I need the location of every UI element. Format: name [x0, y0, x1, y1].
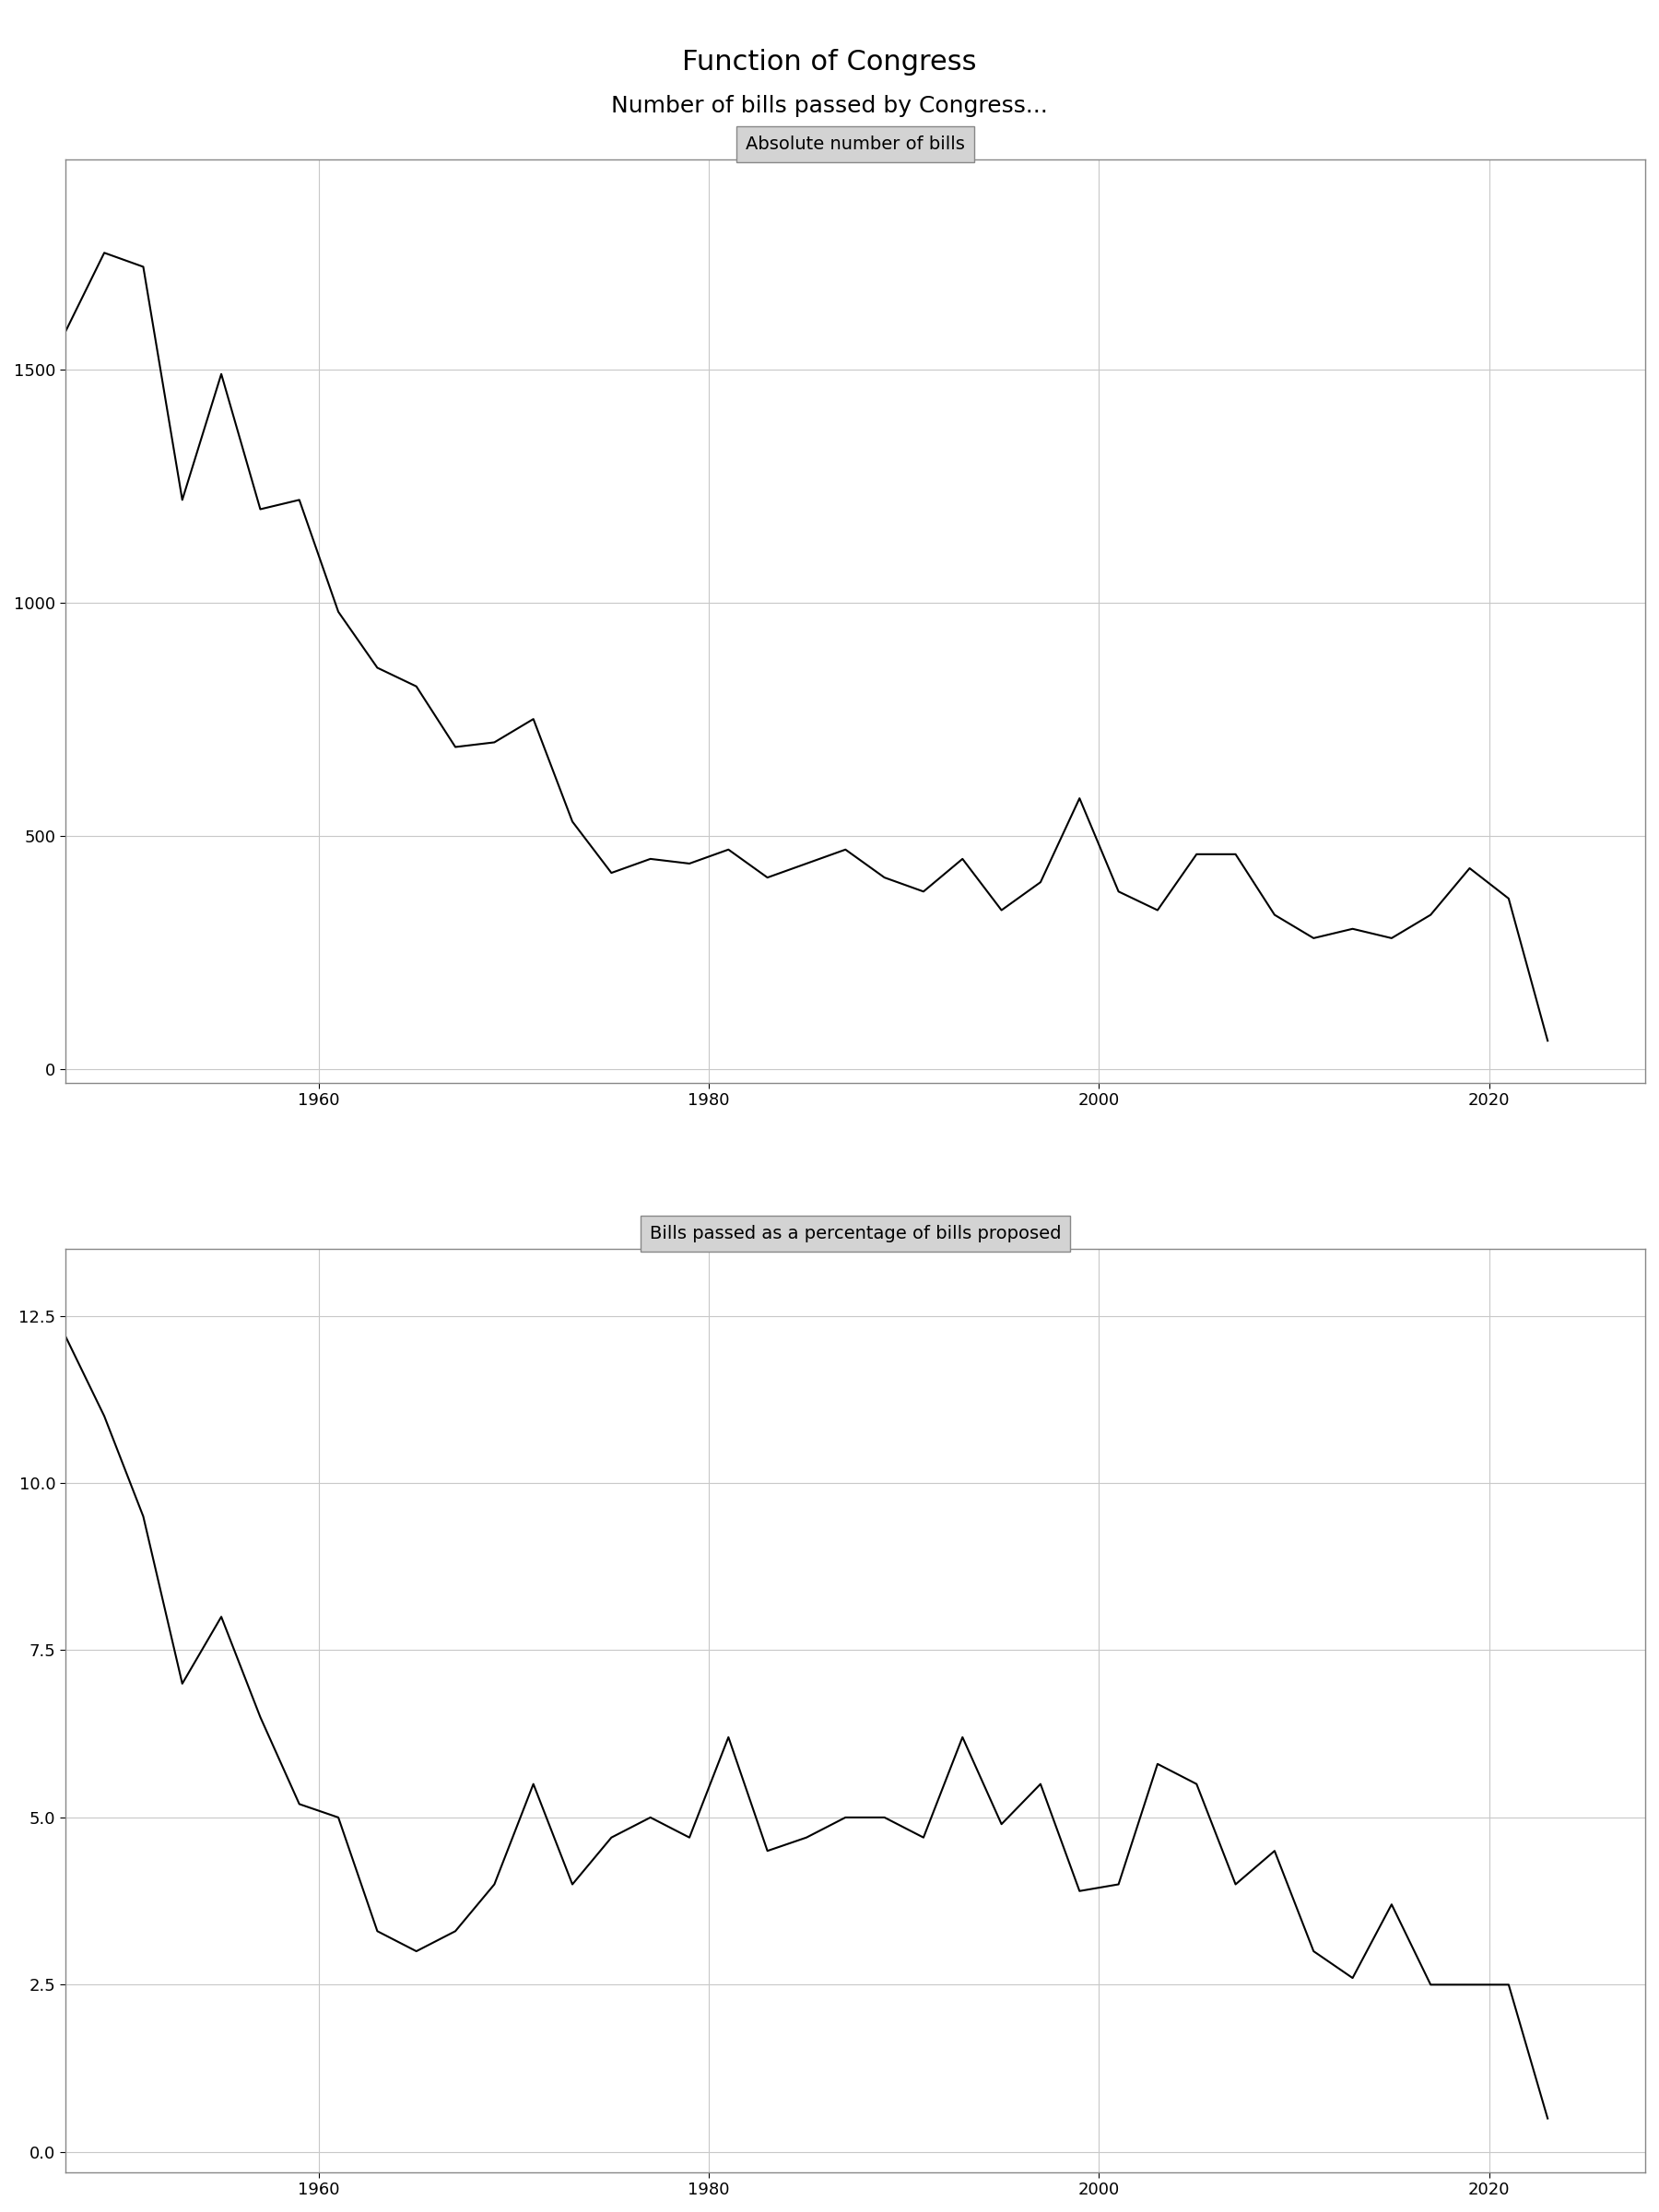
Title: Absolute number of bills: Absolute number of bills [745, 135, 966, 153]
Title: Bills passed as a percentage of bills proposed: Bills passed as a percentage of bills pr… [649, 1225, 1062, 1243]
Text: Number of bills passed by Congress...: Number of bills passed by Congress... [611, 95, 1048, 117]
Text: Function of Congress: Function of Congress [682, 49, 977, 75]
